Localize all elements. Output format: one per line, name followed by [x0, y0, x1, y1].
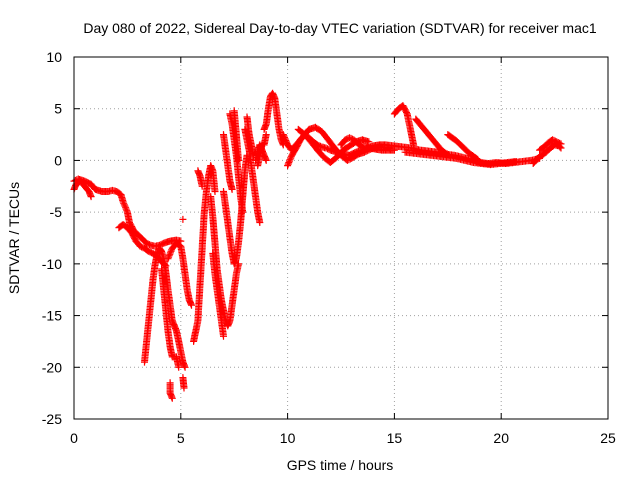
- data-point: [235, 156, 242, 164]
- data-point: [262, 131, 270, 139]
- data-point: [286, 156, 294, 164]
- x-tick-labels: 0 5 10 15 20 25: [70, 430, 616, 446]
- data-point: [220, 332, 227, 340]
- data-point: [256, 219, 264, 226]
- data-points: [70, 89, 565, 402]
- x-tick-label: 20: [493, 430, 509, 446]
- data-point: [179, 215, 187, 223]
- chart-title: Day 080 of 2022, Sidereal Day-to-day VTE…: [83, 20, 596, 36]
- data-point: [168, 394, 176, 402]
- data-point: [188, 301, 195, 309]
- x-tick-label: 15: [387, 430, 403, 446]
- data-point: [87, 193, 95, 201]
- y-tick-label: 5: [54, 101, 62, 117]
- y-tick-label: -15: [42, 308, 62, 324]
- data-point: [512, 158, 520, 165]
- data-point: [556, 139, 564, 147]
- y-tick-labels: -25 -20 -15 -10 -5 0 5 10: [42, 49, 62, 427]
- data-point: [262, 156, 270, 164]
- y-tick-label: -5: [50, 204, 63, 220]
- x-tick-label: 0: [70, 430, 78, 446]
- data-point: [410, 141, 418, 149]
- data-point: [175, 363, 183, 371]
- y-tick-label: 10: [46, 49, 62, 65]
- y-tick-label: -20: [42, 359, 62, 375]
- data-point: [181, 363, 189, 371]
- data-point: [180, 384, 188, 392]
- data-point: [239, 208, 247, 216]
- plot-frame: [73, 56, 609, 420]
- y-tick-label: -10: [42, 256, 62, 272]
- data-point: [228, 185, 236, 193]
- x-axis-label: GPS time / hours: [287, 457, 394, 473]
- y-axis-label: SDTVAR / TECUs: [6, 182, 22, 294]
- y-tick-label: 0: [54, 152, 62, 168]
- data-point: [557, 140, 565, 148]
- x-tick-label: 10: [280, 430, 296, 446]
- data-point: [198, 182, 206, 190]
- x-tick-label: 25: [600, 430, 616, 446]
- y-tick-label: -25: [42, 411, 62, 427]
- x-tick-label: 5: [177, 430, 185, 446]
- data-point: [211, 188, 219, 195]
- data-point: [281, 134, 288, 141]
